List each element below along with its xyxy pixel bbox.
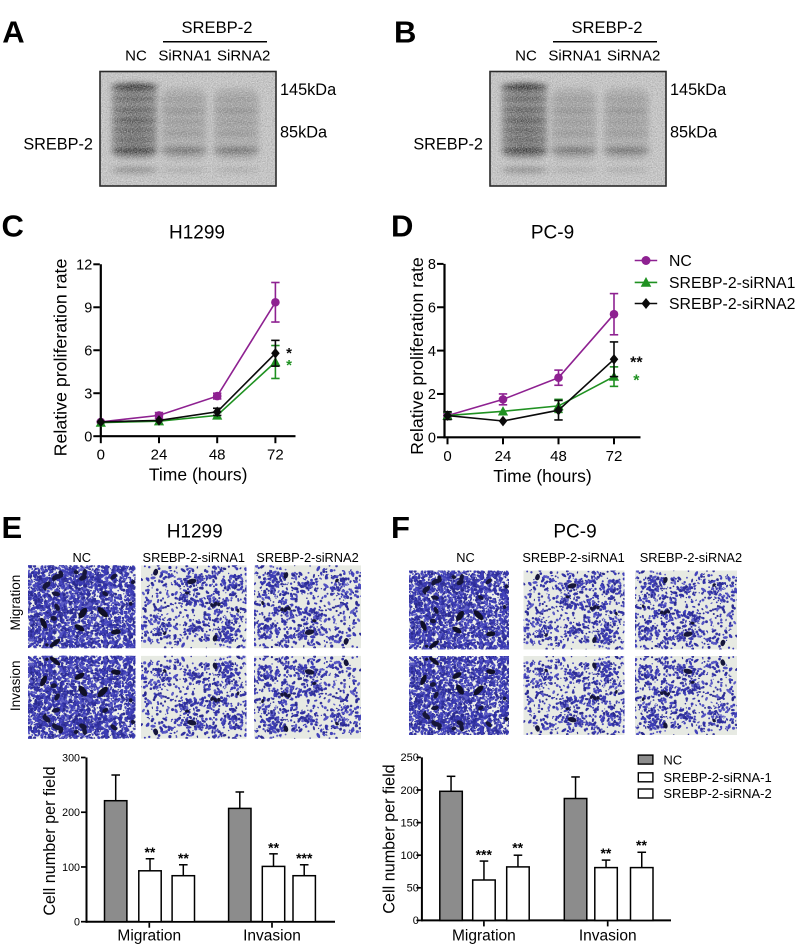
svg-text:NC: NC bbox=[663, 752, 682, 767]
svg-text:72: 72 bbox=[267, 447, 284, 464]
svg-text:SREBP-2-siRNA2: SREBP-2-siRNA2 bbox=[256, 550, 358, 565]
svg-text:85kDa: 85kDa bbox=[670, 124, 718, 142]
svg-text:8: 8 bbox=[428, 257, 436, 273]
svg-text:0: 0 bbox=[97, 447, 105, 464]
svg-text:SREBP-2: SREBP-2 bbox=[23, 136, 93, 154]
svg-text:SREBP-2-siRNA2: SREBP-2-siRNA2 bbox=[640, 550, 742, 565]
svg-text:SREBP-2-siRNA2: SREBP-2-siRNA2 bbox=[669, 296, 795, 313]
svg-text:12: 12 bbox=[76, 258, 92, 274]
svg-text:SREBP-2-siRNA1: SREBP-2-siRNA1 bbox=[669, 275, 796, 292]
svg-text:145kDa: 145kDa bbox=[280, 81, 337, 99]
svg-text:48: 48 bbox=[209, 447, 226, 464]
svg-text:**: ** bbox=[600, 845, 611, 861]
svg-text:***: *** bbox=[476, 846, 493, 862]
svg-text:**: ** bbox=[636, 837, 647, 853]
svg-text:50: 50 bbox=[407, 883, 419, 895]
svg-text:85kDa: 85kDa bbox=[280, 124, 328, 142]
svg-text:SREBP-2: SREBP-2 bbox=[571, 18, 642, 37]
svg-text:Relative proliferation rate: Relative proliferation rate bbox=[407, 257, 427, 455]
svg-text:0: 0 bbox=[84, 429, 92, 445]
svg-text:200: 200 bbox=[62, 807, 80, 819]
svg-text:Time (hours): Time (hours) bbox=[493, 466, 592, 486]
svg-text:250: 250 bbox=[401, 752, 419, 764]
svg-text:C: C bbox=[2, 208, 24, 243]
svg-text:300: 300 bbox=[62, 752, 80, 764]
svg-text:9: 9 bbox=[84, 300, 92, 316]
svg-text:Migration: Migration bbox=[117, 928, 181, 945]
svg-text:D: D bbox=[391, 208, 413, 243]
svg-text:PC-9: PC-9 bbox=[531, 222, 574, 243]
svg-text:24: 24 bbox=[495, 448, 512, 465]
svg-text:F: F bbox=[391, 510, 410, 545]
svg-text:A: A bbox=[2, 15, 24, 50]
svg-text:48: 48 bbox=[550, 448, 567, 465]
svg-text:Invasion: Invasion bbox=[8, 660, 23, 711]
svg-text:NC: NC bbox=[515, 48, 537, 65]
svg-text:NC: NC bbox=[456, 550, 474, 565]
svg-text:Relative proliferation rate: Relative proliferation rate bbox=[51, 259, 71, 457]
svg-text:100: 100 bbox=[62, 862, 80, 874]
svg-text:SiRNA2: SiRNA2 bbox=[217, 48, 270, 65]
svg-text:SREBP-2: SREBP-2 bbox=[413, 136, 483, 154]
svg-text:6: 6 bbox=[84, 343, 92, 359]
svg-text:*: * bbox=[286, 357, 292, 374]
svg-text:NC: NC bbox=[669, 253, 692, 270]
svg-text:4: 4 bbox=[428, 344, 436, 360]
svg-text:SiRNA1: SiRNA1 bbox=[158, 48, 211, 65]
svg-text:SiRNA1: SiRNA1 bbox=[548, 48, 601, 65]
svg-text:100: 100 bbox=[401, 850, 419, 862]
svg-text:Migration: Migration bbox=[8, 575, 23, 631]
svg-text:Cell number per field: Cell number per field bbox=[41, 766, 59, 915]
svg-text:**: ** bbox=[178, 850, 189, 866]
svg-text:B: B bbox=[394, 15, 416, 50]
svg-text:150: 150 bbox=[401, 817, 419, 829]
svg-text:0: 0 bbox=[443, 448, 451, 465]
svg-text:0: 0 bbox=[74, 917, 80, 929]
svg-text:3: 3 bbox=[84, 386, 92, 402]
svg-text:*: * bbox=[633, 373, 640, 390]
svg-text:0: 0 bbox=[413, 915, 419, 927]
svg-text:PC-9: PC-9 bbox=[553, 522, 596, 543]
svg-text:**: ** bbox=[630, 354, 643, 371]
svg-text:NC: NC bbox=[125, 48, 147, 65]
svg-text:**: ** bbox=[268, 839, 279, 855]
svg-text:SREBP-2-siRNA-1: SREBP-2-siRNA-1 bbox=[663, 770, 771, 785]
svg-text:NC: NC bbox=[73, 550, 91, 565]
svg-text:**: ** bbox=[144, 844, 155, 860]
svg-text:SREBP-2-siRNA1: SREBP-2-siRNA1 bbox=[522, 550, 624, 565]
svg-text:Time (hours): Time (hours) bbox=[149, 465, 248, 485]
svg-text:Migration: Migration bbox=[452, 928, 516, 945]
svg-text:**: ** bbox=[512, 840, 523, 856]
svg-text:24: 24 bbox=[151, 447, 168, 464]
svg-text:SREBP-2-siRNA1: SREBP-2-siRNA1 bbox=[143, 550, 245, 565]
svg-text:SREBP-2-siRNA-2: SREBP-2-siRNA-2 bbox=[663, 786, 771, 801]
svg-text:H1299: H1299 bbox=[167, 522, 223, 543]
svg-text:0: 0 bbox=[428, 431, 436, 447]
svg-text:200: 200 bbox=[401, 785, 419, 797]
svg-text:72: 72 bbox=[606, 448, 623, 465]
svg-text:Cell number per field: Cell number per field bbox=[381, 764, 399, 913]
svg-text:2: 2 bbox=[428, 387, 436, 403]
svg-text:145kDa: 145kDa bbox=[670, 81, 727, 99]
svg-text:SREBP-2: SREBP-2 bbox=[181, 18, 252, 37]
svg-text:SiRNA2: SiRNA2 bbox=[607, 48, 660, 65]
svg-text:*: * bbox=[286, 345, 292, 362]
svg-text:E: E bbox=[2, 510, 23, 545]
svg-text:***: *** bbox=[296, 850, 313, 866]
svg-text:6: 6 bbox=[428, 300, 436, 316]
svg-text:H1299: H1299 bbox=[169, 222, 225, 243]
svg-text:Invasion: Invasion bbox=[243, 928, 301, 945]
svg-text:Invasion: Invasion bbox=[579, 928, 637, 945]
